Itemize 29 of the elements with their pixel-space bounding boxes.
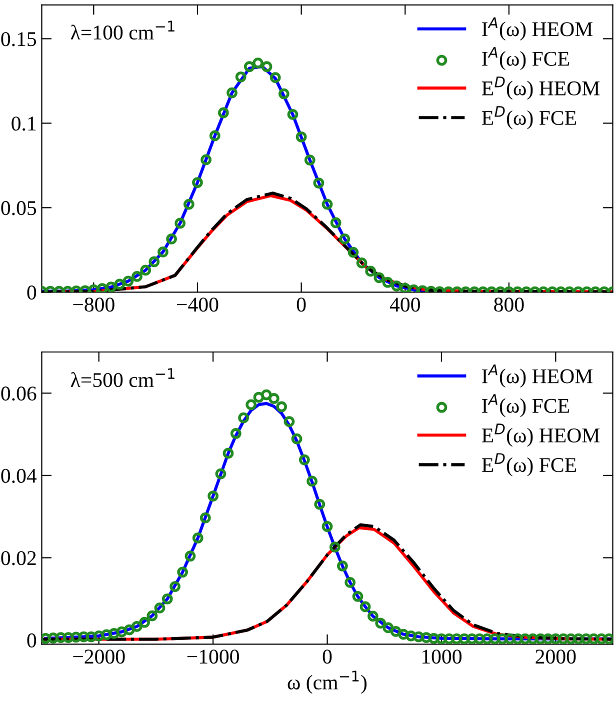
- y-tick-label: 0.04: [1, 468, 37, 483]
- y-tick-label: 0: [27, 633, 36, 648]
- x-tick-label: 800: [494, 298, 524, 312]
- x-tick-label: 400: [390, 298, 420, 312]
- legend-label: I$^{A}$(ω) HEOM: [482, 17, 593, 40]
- y-tick-label: 0.06: [1, 386, 36, 401]
- y-tick-label: 0: [27, 286, 36, 300]
- y-tick-label: 0.05: [1, 201, 36, 216]
- x-tick-label: 0: [296, 298, 306, 312]
- legend-label: E$^{D}$(ω) FCE: [482, 453, 576, 476]
- x-axis-title: ω (cm$^{−1}$): [288, 670, 367, 694]
- x-tick-label: 0: [322, 650, 332, 664]
- x-tick-label: 2000: [536, 650, 576, 664]
- x-tick-label: −400: [177, 298, 218, 312]
- y-tick-label: 0.02: [1, 551, 36, 566]
- y-tick-label: 0.15: [1, 32, 36, 46]
- legend-label: E$^{D}$(ω) HEOM: [482, 76, 600, 100]
- annotation: λ=500 cm$^{−1}$: [70, 368, 174, 388]
- x-tick-label: −2000: [73, 650, 125, 664]
- annotation: λ=100 cm$^{−1}$: [70, 20, 174, 40]
- legend-label: I$^{A}$(ω) FCE: [482, 394, 569, 418]
- y-tick-label: 0.1: [12, 116, 36, 131]
- x-tick-label: 1000: [422, 650, 462, 664]
- legend-label: E$^{D}$(ω) FCE: [482, 106, 576, 130]
- legend-label: E$^{D}$(ω) HEOM: [482, 424, 600, 447]
- x-tick-label: −800: [73, 298, 114, 312]
- x-tick-label: −1000: [187, 650, 239, 664]
- legend-label: I$^{A}$(ω) HEOM: [482, 364, 593, 388]
- legend-label: I$^{A}$(ω) FCE: [482, 47, 569, 70]
